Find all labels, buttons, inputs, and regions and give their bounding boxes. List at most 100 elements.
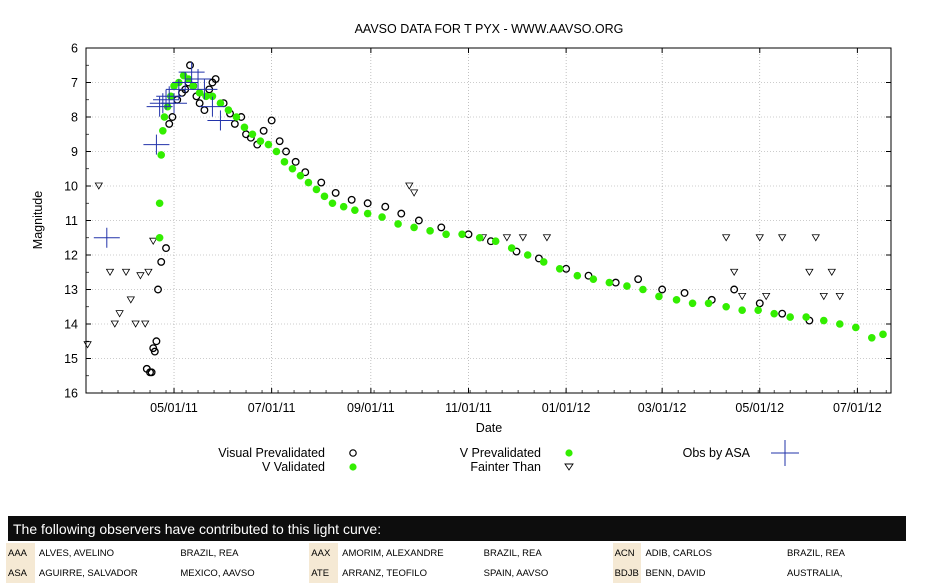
visual-prevalidated-point bbox=[755, 299, 764, 308]
visual-prevalidated-point bbox=[162, 244, 170, 253]
v-prevalidated-point bbox=[155, 199, 164, 208]
chart-title: AAVSO DATA FOR T PYX - WWW.AAVSO.ORG bbox=[355, 22, 624, 36]
visual-prevalidated-point bbox=[165, 119, 174, 128]
visual-prevalidated-point bbox=[152, 337, 161, 346]
v-prevalidated-point bbox=[378, 213, 386, 221]
fainter-than-point bbox=[149, 237, 158, 245]
x-tick-label: 01/01/12 bbox=[542, 401, 591, 415]
visual-prevalidated-point bbox=[634, 275, 643, 284]
fainter-than-point bbox=[110, 320, 120, 328]
y-tick-label: 14 bbox=[64, 318, 78, 332]
visual-prevalidated-point bbox=[363, 199, 372, 208]
legend-marker-obs-by-asa bbox=[771, 440, 799, 466]
observer-code: BDJB bbox=[612, 563, 642, 583]
visual-prevalidated-point bbox=[186, 61, 194, 70]
v-prevalidated-point bbox=[351, 206, 359, 214]
observer-code: AAX bbox=[309, 543, 339, 563]
legend-label-visual-prevalidated: Visual Prevalidated bbox=[218, 446, 325, 460]
fainter-than-point bbox=[409, 189, 419, 197]
v-prevalidated-point bbox=[523, 251, 532, 259]
fainter-than-point bbox=[755, 234, 764, 242]
visual-prevalidated-point bbox=[230, 119, 239, 128]
v-prevalidated-point bbox=[189, 82, 198, 90]
visual-prevalidated-point bbox=[168, 113, 177, 121]
fainter-than-point bbox=[121, 268, 131, 277]
v-prevalidated-point bbox=[339, 202, 348, 211]
visual-prevalidated-point bbox=[147, 368, 156, 377]
v-prevalidated-point bbox=[280, 158, 289, 166]
visual-prevalidated-point bbox=[730, 285, 739, 294]
observer-location: BRAZIL, REA bbox=[786, 547, 846, 559]
visual-prevalidated-point bbox=[331, 188, 340, 197]
v-prevalidated-point bbox=[835, 320, 844, 328]
v-prevalidated-point bbox=[155, 233, 164, 242]
observer-code: AAA bbox=[6, 543, 35, 563]
x-tick-label: 05/01/11 bbox=[150, 401, 198, 415]
x-tick-label: 07/01/11 bbox=[248, 401, 296, 415]
v-prevalidated-point bbox=[555, 265, 564, 273]
y-tick-label: 11 bbox=[65, 214, 78, 228]
observers-table: AAA ALVES, AVELINO BRAZIL, REA AAX AMORI… bbox=[6, 543, 916, 583]
fainter-than-point bbox=[811, 234, 820, 242]
legend-label-v-validated: V Validated bbox=[262, 460, 325, 474]
observer-name: ADIB, CARLOS bbox=[645, 547, 712, 559]
v-prevalidated-point bbox=[802, 313, 810, 321]
y-tick-label: 13 bbox=[64, 283, 78, 297]
legend-label-v-prevalidated: V Prevalidated bbox=[460, 446, 541, 460]
fainter-than-point bbox=[141, 320, 150, 328]
v-prevalidated-point bbox=[819, 316, 828, 325]
x-tick-label: 05/01/12 bbox=[735, 401, 784, 415]
fainter-than-point bbox=[729, 268, 739, 277]
visual-prevalidated-point bbox=[397, 209, 406, 218]
v-prevalidated-point bbox=[426, 227, 434, 235]
v-prevalidated-point bbox=[272, 147, 281, 156]
observer-location: BRAZIL, REA bbox=[483, 547, 542, 559]
visual-prevalidated-point bbox=[275, 137, 284, 146]
fainter-than-point bbox=[136, 272, 145, 280]
v-prevalidated-point bbox=[623, 282, 631, 290]
visual-prevalidated-point bbox=[658, 285, 667, 294]
v-prevalidated-point bbox=[867, 334, 876, 342]
legend-marker-v-prevalidated bbox=[565, 449, 573, 457]
v-prevalidated-point bbox=[589, 275, 598, 283]
data-points bbox=[83, 61, 887, 377]
v-prevalidated-point bbox=[224, 106, 233, 114]
v-prevalidated-point bbox=[851, 323, 860, 332]
observer-location: MEXICO, AAVSO bbox=[180, 567, 255, 579]
visual-prevalidated-point bbox=[437, 223, 446, 232]
v-prevalidated-point bbox=[786, 313, 794, 321]
v-prevalidated-point bbox=[605, 278, 614, 287]
visual-prevalidated-point bbox=[150, 347, 159, 356]
visual-prevalidated-point bbox=[157, 257, 166, 266]
observer-code: ACN bbox=[612, 543, 642, 563]
x-tick-label: 11/01/11 bbox=[445, 401, 492, 415]
fainter-than-point bbox=[131, 320, 140, 328]
v-prevalidated-point bbox=[672, 296, 681, 304]
v-prevalidated-point bbox=[296, 171, 305, 180]
observers-row: ASA AGUIRRE, SALVADOR MEXICO, AAVSO ATE … bbox=[6, 563, 916, 583]
y-tick-label: 8 bbox=[71, 111, 78, 125]
v-prevalidated-point bbox=[208, 92, 217, 101]
v-prevalidated-point bbox=[754, 306, 762, 315]
observer-name: ALVES, AVELINO bbox=[38, 547, 115, 559]
legend: Visual Prevalidated V Validated V Preval… bbox=[218, 440, 799, 474]
v-prevalidated-point bbox=[216, 99, 225, 107]
fainter-than-point bbox=[805, 268, 814, 277]
y-tick-label: 6 bbox=[71, 42, 78, 56]
y-axis-ticks: 6 7 8 9 10 11 12 13 14 15 16 bbox=[64, 42, 891, 401]
v-prevalidated-point bbox=[738, 306, 746, 315]
observer-name: BENN, DAVID bbox=[645, 567, 706, 579]
legend-marker-v-validated bbox=[349, 463, 357, 471]
visual-prevalidated-point bbox=[680, 289, 689, 297]
v-prevalidated-point bbox=[539, 258, 548, 266]
y-tick-label: 16 bbox=[64, 387, 78, 401]
x-axis-ticks: 05/01/11 07/01/11 09/01/11 11/01/11 01/01/12… bbox=[85, 48, 887, 415]
fainter-than-point bbox=[94, 182, 103, 190]
v-prevalidated-point bbox=[507, 244, 516, 252]
fainter-than-point bbox=[835, 293, 844, 301]
v-prevalidated-point bbox=[704, 299, 713, 308]
light-curve-chart: AAVSO DATA FOR T PYX - WWW.AAVSO.ORG 05/… bbox=[31, 22, 892, 474]
legend-marker-visual-prevalidated bbox=[349, 449, 357, 457]
v-prevalidated-point bbox=[722, 302, 730, 311]
v-prevalidated-point bbox=[688, 299, 697, 308]
